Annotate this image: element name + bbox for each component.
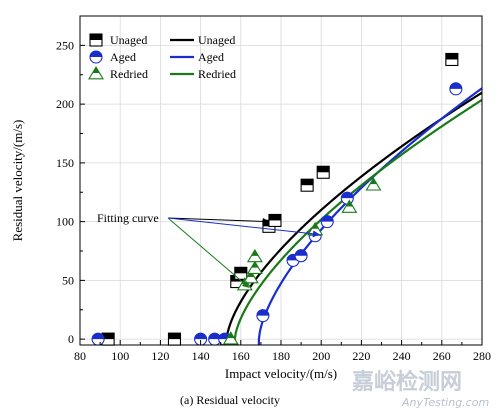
watermark-text: 嘉峪检测网: [352, 369, 462, 395]
data-point-unaged: [445, 52, 459, 67]
x-tick-label: 80: [74, 349, 86, 363]
data-point-aged: [320, 215, 334, 229]
figure-caption: (a) Residual velocity: [180, 393, 280, 407]
data-points: [91, 52, 463, 346]
data-point-redried: [246, 260, 263, 274]
y-tick-label: 200: [56, 97, 74, 111]
data-point-redried: [222, 331, 239, 345]
y-tick-label: 100: [56, 215, 74, 229]
marker-fill: [311, 222, 319, 229]
x-tick-label: 140: [192, 349, 210, 363]
fit-curve-redried: [233, 98, 483, 345]
marker-fill: [251, 249, 259, 256]
marker-fill: [92, 333, 105, 340]
y-tick-label: 0: [68, 332, 74, 346]
marker-fill: [445, 53, 458, 60]
x-axis-title: Impact velocity/(m/s): [225, 366, 337, 381]
grid: [79, 16, 483, 345]
x-tick-label: 160: [232, 349, 250, 363]
marker-fill: [295, 249, 308, 256]
x-tick-label: 100: [111, 349, 129, 363]
watermark-subtext: AnyTesting.com: [401, 396, 489, 409]
annotation: Fitting curve: [97, 211, 320, 288]
legend-label-points: Redried: [110, 67, 148, 81]
legend-label-lines: Unaged: [198, 33, 235, 47]
marker-fill: [301, 179, 314, 186]
marker-fill: [321, 215, 334, 222]
data-point-redried: [365, 177, 382, 191]
marker-fill: [168, 333, 181, 340]
marker-fill: [341, 192, 354, 199]
marker-fill: [317, 166, 330, 173]
data-point-aged: [449, 82, 463, 96]
y-tick-label: 150: [56, 156, 74, 170]
data-point-aged: [286, 253, 300, 267]
marker-fill: [256, 309, 269, 316]
y-tick-label: 250: [56, 38, 74, 52]
x-tick-label: 260: [433, 349, 451, 363]
data-point-aged: [91, 332, 105, 346]
data-point-unaged: [268, 213, 282, 227]
x-tick-label: 120: [151, 349, 169, 363]
marker-fill: [369, 178, 377, 185]
data-point-unaged: [234, 266, 248, 280]
annotation-arrow: [167, 217, 250, 288]
legend-label-lines: Aged: [198, 50, 224, 64]
data-point-redried: [341, 199, 358, 213]
marker-fill: [208, 333, 221, 340]
fit-curve-aged: [257, 87, 483, 345]
legend-marker-redried: [88, 66, 104, 80]
y-axis-title: Residual velocity/(m/s): [10, 120, 25, 242]
x-tick-label: 180: [272, 349, 290, 363]
x-tick-label: 280: [473, 349, 491, 363]
marker-fill: [449, 82, 462, 89]
annotation-text: Fitting curve: [97, 211, 159, 225]
data-point-aged: [256, 309, 270, 323]
x-tick-label: 220: [352, 349, 370, 363]
legend-label-lines: Redried: [198, 67, 236, 81]
marker-fill: [247, 271, 255, 277]
y-tick-label: 50: [62, 273, 74, 287]
marker-fill: [268, 214, 281, 221]
marker-fill: [102, 333, 115, 340]
x-tick-label: 200: [312, 349, 330, 363]
fit-curve-unaged: [225, 91, 483, 345]
marker-fill: [194, 333, 207, 340]
data-point-unaged: [300, 178, 314, 192]
legend-label-points: Unaged: [110, 33, 147, 47]
legend-label-points: Aged: [110, 50, 136, 64]
data-point-unaged: [167, 332, 182, 346]
marker-fill: [345, 200, 353, 207]
legend-marker-aged: [89, 50, 103, 64]
data-point-aged: [208, 332, 222, 346]
marker-fill: [92, 67, 100, 73]
fit-curves: [225, 87, 483, 345]
data-point-aged: [294, 249, 308, 263]
data-point-aged: [194, 332, 208, 346]
axis-ticks: 80 100 120 140 160 180 200 220 240 260 280 0 50 100 15…: [56, 38, 491, 363]
marker-fill: [234, 267, 247, 274]
annotation-arrow: [167, 217, 270, 225]
legend-marker-unaged: [89, 33, 103, 47]
data-point-aged: [340, 191, 354, 205]
annotation-arrow: [167, 217, 320, 238]
marker-fill: [90, 34, 102, 40]
x-tick-label: 240: [393, 349, 411, 363]
marker-fill: [227, 332, 235, 339]
data-point-redried: [246, 248, 263, 263]
marker-fill: [251, 261, 259, 268]
data-point-redried: [242, 270, 259, 284]
legend: Unaged Aged Redried Unaged Aged Redried: [88, 33, 236, 81]
data-point-unaged: [316, 165, 330, 179]
marker-fill: [90, 51, 102, 57]
